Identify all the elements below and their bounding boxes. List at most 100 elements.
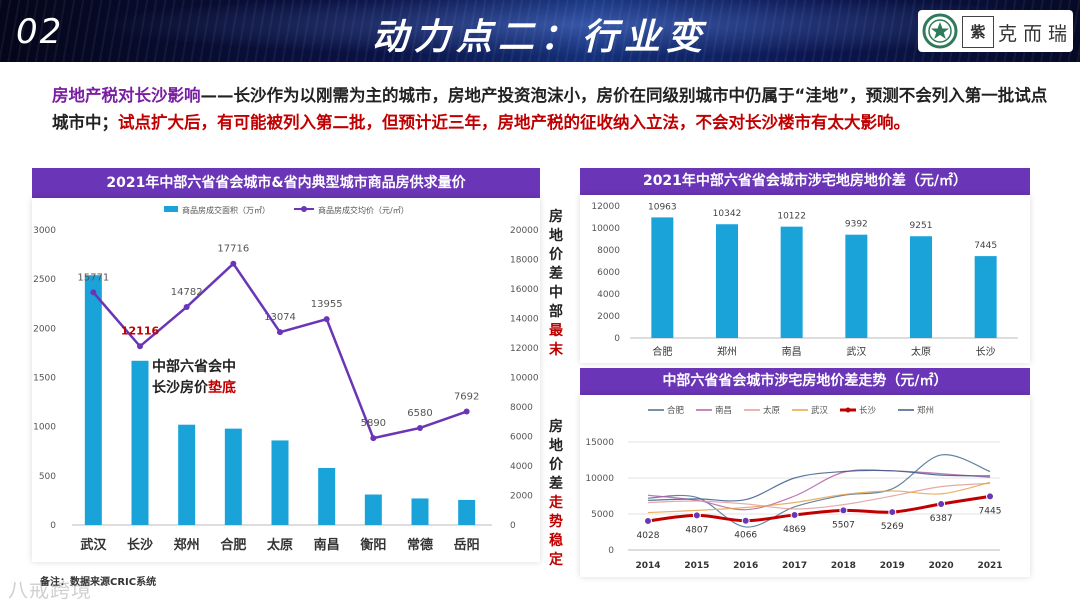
logo-text: 克而瑞 — [998, 23, 1074, 45]
trend-label-2021: 7445 — [979, 506, 1002, 516]
y-right-tick-8: 16000 — [510, 285, 539, 295]
x-tick-衡阳: 衡阳 — [360, 537, 386, 553]
side-label-bottom-red-2: 稳 — [549, 533, 563, 549]
x-tick-岳阳: 岳阳 — [454, 538, 480, 553]
annotation-line2-plain: 长沙房价 — [152, 380, 208, 396]
gap-label-南昌: 10122 — [777, 212, 806, 222]
summary-paragraph: 房地产税对长沙影响——长沙作为以刚需为主的城市，房地产投资泡沫小，房价在同级别城… — [52, 82, 1052, 136]
trend-line-长沙 — [647, 494, 991, 523]
trend-chart: 合肥 南昌 太原 武汉 长沙 郑州 0 5000 10000 15000 2014 2015 2016 2… — [580, 395, 1030, 577]
trend-point-2021 — [986, 492, 994, 501]
side-label-top-plain-1: 地 — [549, 228, 563, 244]
summary-highlight: 房地产税对长沙影响 — [52, 86, 201, 105]
bar-南昌 — [318, 467, 336, 525]
side-label-bottom-plain-2: 价 — [549, 457, 563, 473]
price-gap-chart: 0 2000 4000 6000 8000 10000 12000 10963 合肥 10342 郑… — [580, 195, 1030, 363]
trend-chart-header: 中部六省省会城市涉宅房地价差走势（元/㎡） — [580, 368, 1030, 395]
gap-bar-武汉 — [845, 234, 868, 338]
gap-label-太原: 9251 — [910, 221, 933, 231]
annotation-line1: 中部六省会中 — [152, 359, 236, 375]
banner-background — [0, 0, 1080, 62]
x-tick-太原: 太原 — [911, 345, 931, 358]
trend-label-2015: 4807 — [685, 525, 708, 535]
side-label-top-plain-2: 价 — [549, 247, 563, 263]
legend-label-南昌: 南昌 — [715, 405, 732, 416]
chart-annotation: 中部六省会中 长沙房价垫底 — [152, 357, 236, 399]
slide-number: 02 — [16, 12, 64, 52]
y-right-tick-5: 10000 — [510, 374, 539, 384]
y-tick-1: 2000 — [597, 312, 620, 322]
bar-常德 — [411, 498, 429, 525]
price-label-长沙: 12116 — [121, 324, 160, 337]
side-label-top-plain-0: 房 — [549, 209, 563, 225]
y-right-tick-10: 20000 — [510, 226, 539, 236]
x-tick-2014: 2014 — [635, 561, 660, 571]
gap-label-长沙: 7445 — [974, 241, 997, 251]
side-label-top-plain-4: 中 — [549, 285, 563, 301]
trend-line-郑州 — [647, 469, 991, 502]
watermark: 八戒跨境 — [8, 578, 92, 602]
price-point-太原 — [277, 329, 283, 336]
x-tick-郑州: 郑州 — [174, 537, 200, 553]
x-tick-武汉: 武汉 — [846, 345, 866, 358]
price-label-衡阳: 5890 — [361, 418, 386, 429]
annotation-line2-red: 垫底 — [208, 380, 236, 396]
bar-长沙 — [131, 360, 149, 525]
trend-point-2018 — [839, 506, 848, 515]
y-tick-0: 0 — [614, 334, 620, 344]
price-label-合肥: 17716 — [217, 244, 249, 255]
y-left-tick-1: 500 — [39, 472, 56, 482]
bar-岳阳 — [458, 499, 476, 525]
y-left-tick-3: 1500 — [33, 374, 56, 384]
y-tick-3: 6000 — [597, 268, 620, 278]
y-right-tick-0: 0 — [510, 521, 516, 531]
price-label-太原: 13074 — [264, 312, 296, 323]
x-tick-南昌: 南昌 — [782, 345, 802, 358]
trend-point-2016 — [741, 516, 750, 525]
x-tick-2015: 2015 — [684, 561, 709, 571]
y-tick-2: 4000 — [597, 290, 620, 300]
y-right-tick-7: 14000 — [510, 315, 539, 325]
price-label-郑州: 14782 — [171, 287, 203, 298]
chart-bg — [580, 395, 1030, 577]
y-left-tick-6: 3000 — [33, 226, 56, 236]
legend-label-太原: 太原 — [763, 405, 780, 416]
bar-太原 — [271, 440, 289, 525]
price-point-南昌 — [323, 316, 330, 323]
x-tick-2020: 2020 — [929, 561, 954, 571]
gap-label-郑州: 10342 — [713, 209, 742, 219]
x-tick-长沙: 长沙 — [127, 537, 153, 553]
y-left-tick-4: 2000 — [33, 324, 56, 334]
side-label-bottom: 房 地 价 差 走 势 稳 定 — [546, 418, 566, 570]
x-tick-2018: 2018 — [831, 561, 856, 571]
legend-bar-swatch — [164, 206, 178, 212]
trend-label-2019: 5269 — [881, 522, 904, 532]
gap-bar-南昌 — [780, 226, 803, 338]
y-left-tick-2: 1000 — [33, 423, 56, 433]
side-label-bottom-red-3: 定 — [549, 552, 563, 568]
slide-title: 动力点二：行业变 — [371, 17, 708, 58]
side-label-top-red-1: 末 — [549, 342, 563, 358]
legend-label-长沙: 长沙 — [859, 405, 877, 416]
x-tick-合肥: 合肥 — [220, 537, 246, 553]
side-label-bottom-plain-3: 差 — [549, 476, 563, 492]
price-point-岳阳 — [463, 408, 470, 415]
legend-label-合肥: 合肥 — [667, 405, 685, 416]
x-tick-2016: 2016 — [733, 561, 758, 571]
side-label-top-plain-5: 部 — [549, 304, 563, 320]
y-tick-4: 8000 — [597, 246, 620, 256]
supply-demand-chart: 商品房成交面积（万㎡） 商品房成交均价（元/㎡） 0 500 1000 1500 2000 2… — [32, 198, 540, 562]
gap-bar-长沙 — [974, 256, 997, 338]
price-label-岳阳: 7692 — [454, 392, 479, 403]
side-label-top-plain-3: 差 — [549, 266, 563, 282]
y-right-tick-6: 12000 — [510, 344, 539, 354]
y-tick-1: 5000 — [591, 510, 614, 520]
trend-label-2014: 4028 — [637, 531, 660, 541]
x-tick-合肥: 合肥 — [652, 345, 672, 358]
price-point-常德 — [417, 424, 423, 431]
left-chart-header: 2021年中部六省省会城市&省内典型城市商品房供求量价 — [32, 168, 540, 198]
legend-label-武汉: 武汉 — [811, 405, 829, 416]
y-right-tick-2: 4000 — [510, 462, 533, 472]
price-point-武汉 — [90, 289, 97, 296]
footnote: 备注：数据来源CRIC系统 — [40, 577, 157, 588]
